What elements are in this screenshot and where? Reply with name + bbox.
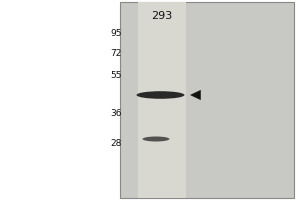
Text: 36: 36 [110, 109, 122, 118]
Ellipse shape [136, 91, 184, 99]
Ellipse shape [142, 136, 170, 142]
Text: 72: 72 [110, 49, 122, 58]
Polygon shape [190, 90, 201, 100]
Text: 293: 293 [152, 11, 172, 21]
Bar [138, 2, 186, 198]
Text: 28: 28 [110, 140, 122, 148]
Text: 95: 95 [110, 29, 122, 38]
Text: 55: 55 [110, 72, 122, 80]
Bar [120, 2, 294, 198]
